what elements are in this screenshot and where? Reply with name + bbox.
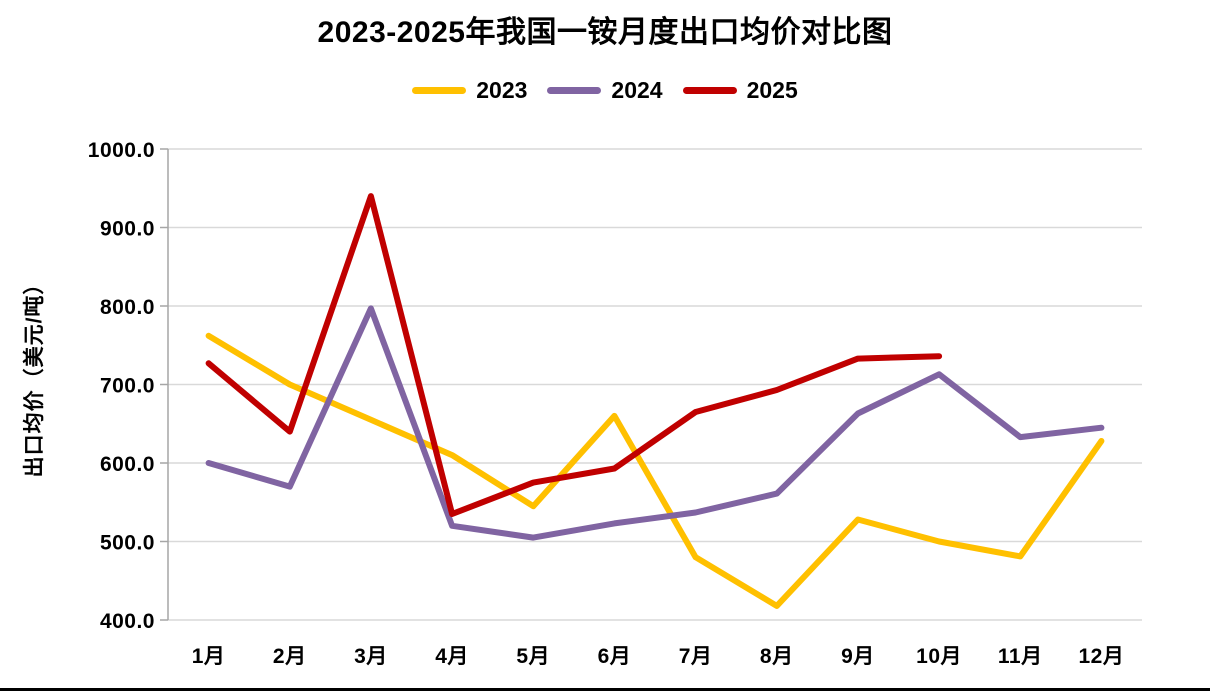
x-tick-label: 2月: [273, 645, 307, 668]
y-tick-label: 1000.0: [88, 139, 155, 162]
legend-swatch-icon: [412, 87, 467, 94]
y-tick-label: 800.0: [100, 296, 155, 319]
series-line-2024: [205, 305, 1105, 541]
page-bottom-border: [0, 688, 1210, 691]
y-tick-label: 700.0: [100, 375, 155, 398]
y-axis: [160, 148, 169, 621]
x-tick-label: 4月: [435, 645, 469, 668]
gridlines: [168, 148, 1142, 621]
x-tick-label: 8月: [760, 645, 794, 668]
y-tick-label: 500.0: [100, 532, 155, 555]
legend-label: 2025: [746, 77, 798, 103]
series-line-2025: [205, 193, 943, 517]
series-line-2023: [205, 332, 1105, 609]
chart-legend: 2023 2024 2025: [0, 77, 1210, 104]
y-tick-label: 400.0: [100, 610, 155, 633]
y-tick-label: 600.0: [100, 453, 155, 476]
legend-swatch-icon: [682, 87, 737, 94]
chart-title: 2023-2025年我国一铵月度出口均价对比图: [317, 16, 893, 49]
x-tick-label: 5月: [516, 645, 550, 668]
legend-item-2023: 2023: [412, 77, 527, 104]
y-tick-labels: 400.0 500.0 600.0 700.0 800.0 900.0 1000.0: [88, 139, 155, 633]
x-tick-label: 7月: [679, 645, 713, 668]
x-tick-label: 3月: [354, 645, 388, 668]
legend-label: 2023: [476, 77, 528, 103]
legend-item-2024: 2024: [547, 77, 663, 104]
legend-label: 2024: [611, 77, 663, 103]
x-tick-label: 11月: [998, 645, 1043, 668]
x-tick-labels: 1月 2月 3月 4月 5月 6月 7月 8月 9月 10月 11月 12月: [192, 645, 1124, 668]
legend-item-2025: 2025: [682, 77, 798, 104]
x-tick-label: 6月: [598, 645, 632, 668]
x-tick-label: 12月: [1078, 645, 1124, 668]
y-tick-label: 900.0: [100, 218, 155, 241]
x-tick-label: 10月: [916, 645, 962, 668]
legend-swatch-icon: [547, 87, 602, 94]
x-tick-label: 1月: [192, 645, 226, 668]
x-tick-label: 9月: [841, 645, 875, 668]
